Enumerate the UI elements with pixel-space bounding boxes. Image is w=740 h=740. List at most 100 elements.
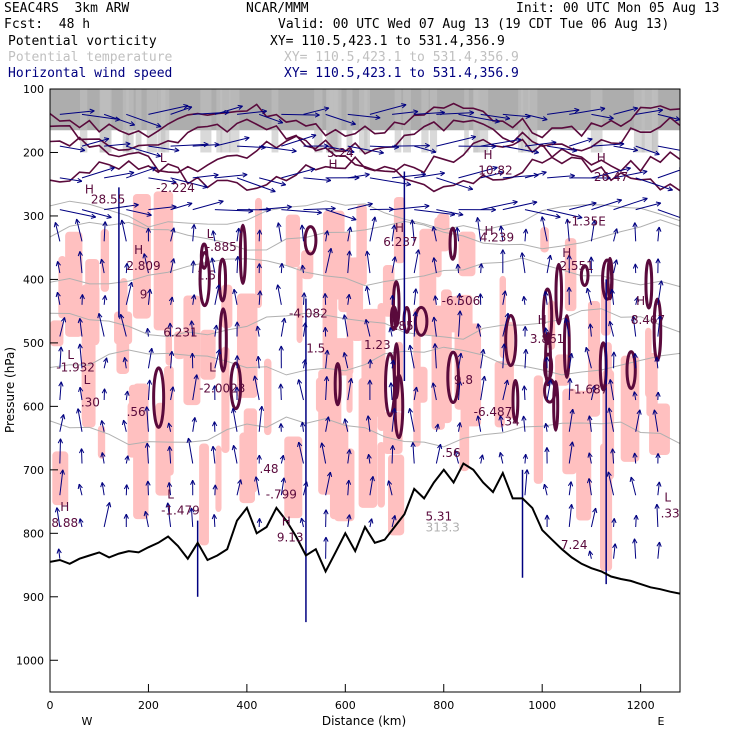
theta-contour [50, 416, 680, 448]
theta-contour [50, 219, 680, 251]
wind-vector [657, 280, 662, 305]
wind-vector [167, 502, 172, 528]
stratosphere-streak [271, 89, 279, 153]
wind-vector-head [144, 406, 150, 412]
wind-vector-head [279, 454, 285, 461]
wind-vector-head [279, 262, 285, 268]
wind-vector [458, 380, 461, 401]
wind-vector [79, 343, 83, 369]
wind-vector [101, 482, 105, 496]
wind-vector-head [190, 260, 196, 266]
wind-vector-head [469, 110, 475, 116]
contour-label: H [484, 148, 493, 162]
wind-vector-head [610, 448, 616, 454]
wind-vector-head [77, 343, 83, 349]
wind-vector-head [99, 420, 106, 426]
wind-vector [236, 227, 240, 242]
wind-vector-head [156, 122, 162, 128]
contour-label: 8.88 [51, 516, 78, 530]
wind-vector-head [519, 252, 526, 258]
wind-vector-head [278, 423, 284, 429]
wind-vector [257, 356, 260, 369]
wind-vector [436, 177, 473, 190]
wind-vector-head [479, 454, 485, 460]
pv-contour [50, 155, 680, 193]
wind-vector-head [103, 357, 109, 363]
pv-fill-region [174, 331, 186, 360]
wind-vector [568, 441, 573, 464]
stratosphere-streak [633, 89, 645, 153]
wind-vector [281, 168, 315, 179]
wind-vector-head [522, 453, 529, 460]
wind-vector-head [151, 166, 157, 172]
wind-vector-head [680, 148, 685, 152]
x-left-end-label: W [82, 715, 93, 728]
wind-vector [302, 359, 306, 369]
wind-vector [434, 295, 437, 305]
wind-vector [104, 204, 139, 211]
wind-vector-head [325, 416, 331, 422]
wind-vector [343, 314, 349, 337]
wind-vector-head [457, 352, 463, 358]
wind-vector [59, 177, 82, 182]
pv-fill-region [243, 408, 258, 493]
wind-vector [569, 138, 593, 147]
stratosphere-streak [126, 89, 134, 153]
wind-vector-head [656, 226, 662, 232]
y-tick-label: 600 [23, 400, 44, 413]
contour-label: H [282, 515, 291, 529]
wind-vector [233, 289, 238, 305]
x-tick-label: 1000 [528, 699, 556, 712]
wind-vector-head [521, 385, 528, 391]
pv-contour-cell [625, 350, 637, 391]
x-tick-label: 1200 [627, 699, 655, 712]
wind-vector-head [523, 228, 529, 234]
wind-vector [214, 209, 253, 212]
wind-vector [476, 217, 482, 242]
wind-vector [259, 177, 286, 186]
wind-vector-head [656, 481, 662, 487]
stratosphere-streak [641, 89, 654, 153]
wind-vector [480, 376, 486, 401]
wind-vector-head [657, 315, 663, 321]
pv-fill-region [393, 196, 406, 264]
wind-vector [590, 220, 596, 242]
pv-fill-region [50, 320, 64, 347]
theta-contour [50, 257, 680, 288]
wind-vector [259, 145, 297, 152]
wind-vector-head [142, 253, 148, 259]
wind-vector-head [572, 147, 578, 153]
wind-vector-head [234, 321, 240, 327]
wind-vector [212, 446, 216, 464]
pv-fill-region [263, 358, 272, 436]
wind-vector-head [654, 503, 660, 509]
wind-vector [432, 382, 437, 401]
wind-vector [568, 353, 573, 369]
wind-vector [634, 452, 637, 464]
wind-vector-head [541, 170, 547, 176]
wind-vector-head [100, 482, 106, 488]
wind-vector [258, 229, 261, 242]
wind-vector-head [144, 442, 151, 448]
pv-contour-cell [552, 380, 560, 432]
wind-vector-head [147, 288, 153, 294]
terrain-layer [50, 462, 680, 595]
wind-vector-head [654, 150, 660, 156]
stratosphere-streak [478, 89, 489, 153]
contour-label: L [167, 487, 174, 501]
wind-vector-head [412, 311, 418, 317]
y-tick-label: 500 [23, 337, 44, 350]
wind-vector [59, 110, 95, 115]
wind-vector-head [619, 141, 625, 147]
stratosphere-streak [333, 89, 342, 153]
contour-label: 9 [140, 287, 148, 301]
pv-contour-cell [218, 307, 228, 373]
wind-vector-head [478, 263, 484, 269]
wind-vector-head [600, 106, 606, 112]
pv-fill-region [221, 346, 230, 454]
wind-vector [391, 445, 394, 464]
wind-vector-head [431, 226, 437, 232]
wind-vector-head [632, 538, 638, 544]
wind-vector-head [632, 263, 639, 269]
wind-vector [280, 318, 286, 337]
